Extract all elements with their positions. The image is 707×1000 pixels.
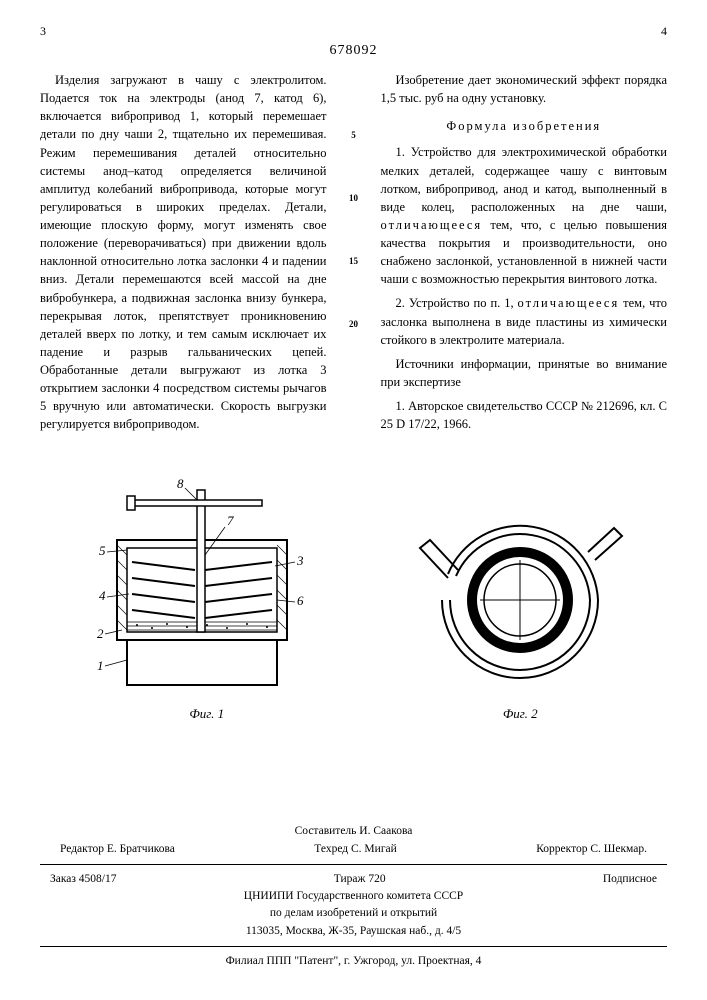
fig1-label-7: 7	[227, 513, 234, 528]
corrector: Корректор С. Шекмар.	[536, 841, 647, 858]
fig1-label-3: 3	[296, 553, 304, 568]
tirazh: Тираж 720	[334, 871, 386, 888]
footer-divider	[40, 864, 667, 865]
fig1-label-4: 4	[99, 588, 106, 603]
org-address: 113035, Москва, Ж-35, Раушская наб., д. …	[40, 923, 667, 940]
sources-heading: Источники информации, принятые во вниман…	[381, 355, 668, 391]
source-1: 1. Авторское свидетельство СССР № 212696…	[381, 397, 668, 433]
line-number-markers: 5 10 15 20	[345, 71, 363, 440]
compiler-line: Составитель И. Саакова	[40, 823, 667, 840]
line-marker: 15	[349, 255, 358, 268]
line-marker: 5	[351, 129, 356, 142]
text-columns: Изделия загружают в чашу с электролитом.…	[40, 71, 667, 440]
footer-divider-2	[40, 946, 667, 947]
fig1-label-8: 8	[177, 476, 184, 491]
left-page-num: 3	[40, 24, 46, 39]
claim-1: 1. Устройство для электрохимической обра…	[381, 143, 668, 288]
filial-line: Филиал ППП "Патент", г. Ужгород, ул. Про…	[40, 953, 667, 970]
figure-1-svg: 1 2 3 4 5 6 7 8	[77, 470, 337, 700]
podpisnoe: Подписное	[603, 871, 657, 888]
print-info-row: Заказ 4508/17 Тираж 720 Подписное	[40, 871, 667, 888]
page-header: 3 4	[40, 24, 667, 39]
fig1-label-2: 2	[97, 626, 104, 641]
editor: Редактор Е. Братчикова	[60, 841, 175, 858]
claim-2: 2. Устройство по п. 1, отличающееся тем,…	[381, 294, 668, 348]
org-line-1: ЦНИИПИ Государственного комитета СССР	[40, 888, 667, 905]
left-column: Изделия загружают в чашу с электролитом.…	[40, 71, 327, 440]
right-column: Изобретение дает экономический эффект по…	[381, 71, 668, 440]
fig1-caption: Фиг. 1	[77, 706, 337, 722]
patent-page: 3 4 678092 Изделия загружают в чашу с эл…	[0, 0, 707, 1000]
order-number: Заказ 4508/17	[50, 871, 117, 888]
org-line-2: по делам изобретений и открытий	[40, 905, 667, 922]
tech-editor: Техред С. Мигай	[314, 841, 397, 858]
figure-2: Фиг. 2	[410, 500, 630, 722]
left-para-1: Изделия загружают в чашу с электролитом.…	[40, 71, 327, 434]
line-marker: 20	[349, 318, 358, 331]
right-para-1: Изобретение дает экономический эффект по…	[381, 71, 668, 107]
figure-1: 1 2 3 4 5 6 7 8 Фиг.	[77, 470, 337, 722]
right-page-num: 4	[661, 24, 667, 39]
line-marker: 10	[349, 192, 358, 205]
patent-number: 678092	[40, 43, 667, 59]
fig2-caption: Фиг. 2	[410, 706, 630, 722]
editor-row: Редактор Е. Братчикова Техред С. Мигай К…	[40, 841, 667, 858]
fig1-label-5: 5	[99, 543, 106, 558]
footer-block: Составитель И. Саакова Редактор Е. Братч…	[40, 823, 667, 970]
figure-2-svg	[410, 500, 630, 700]
formula-title: Формула изобретения	[381, 117, 668, 135]
fig1-label-6: 6	[297, 593, 304, 608]
fig1-label-1: 1	[97, 658, 104, 673]
figures-row: 1 2 3 4 5 6 7 8 Фиг.	[40, 470, 667, 722]
